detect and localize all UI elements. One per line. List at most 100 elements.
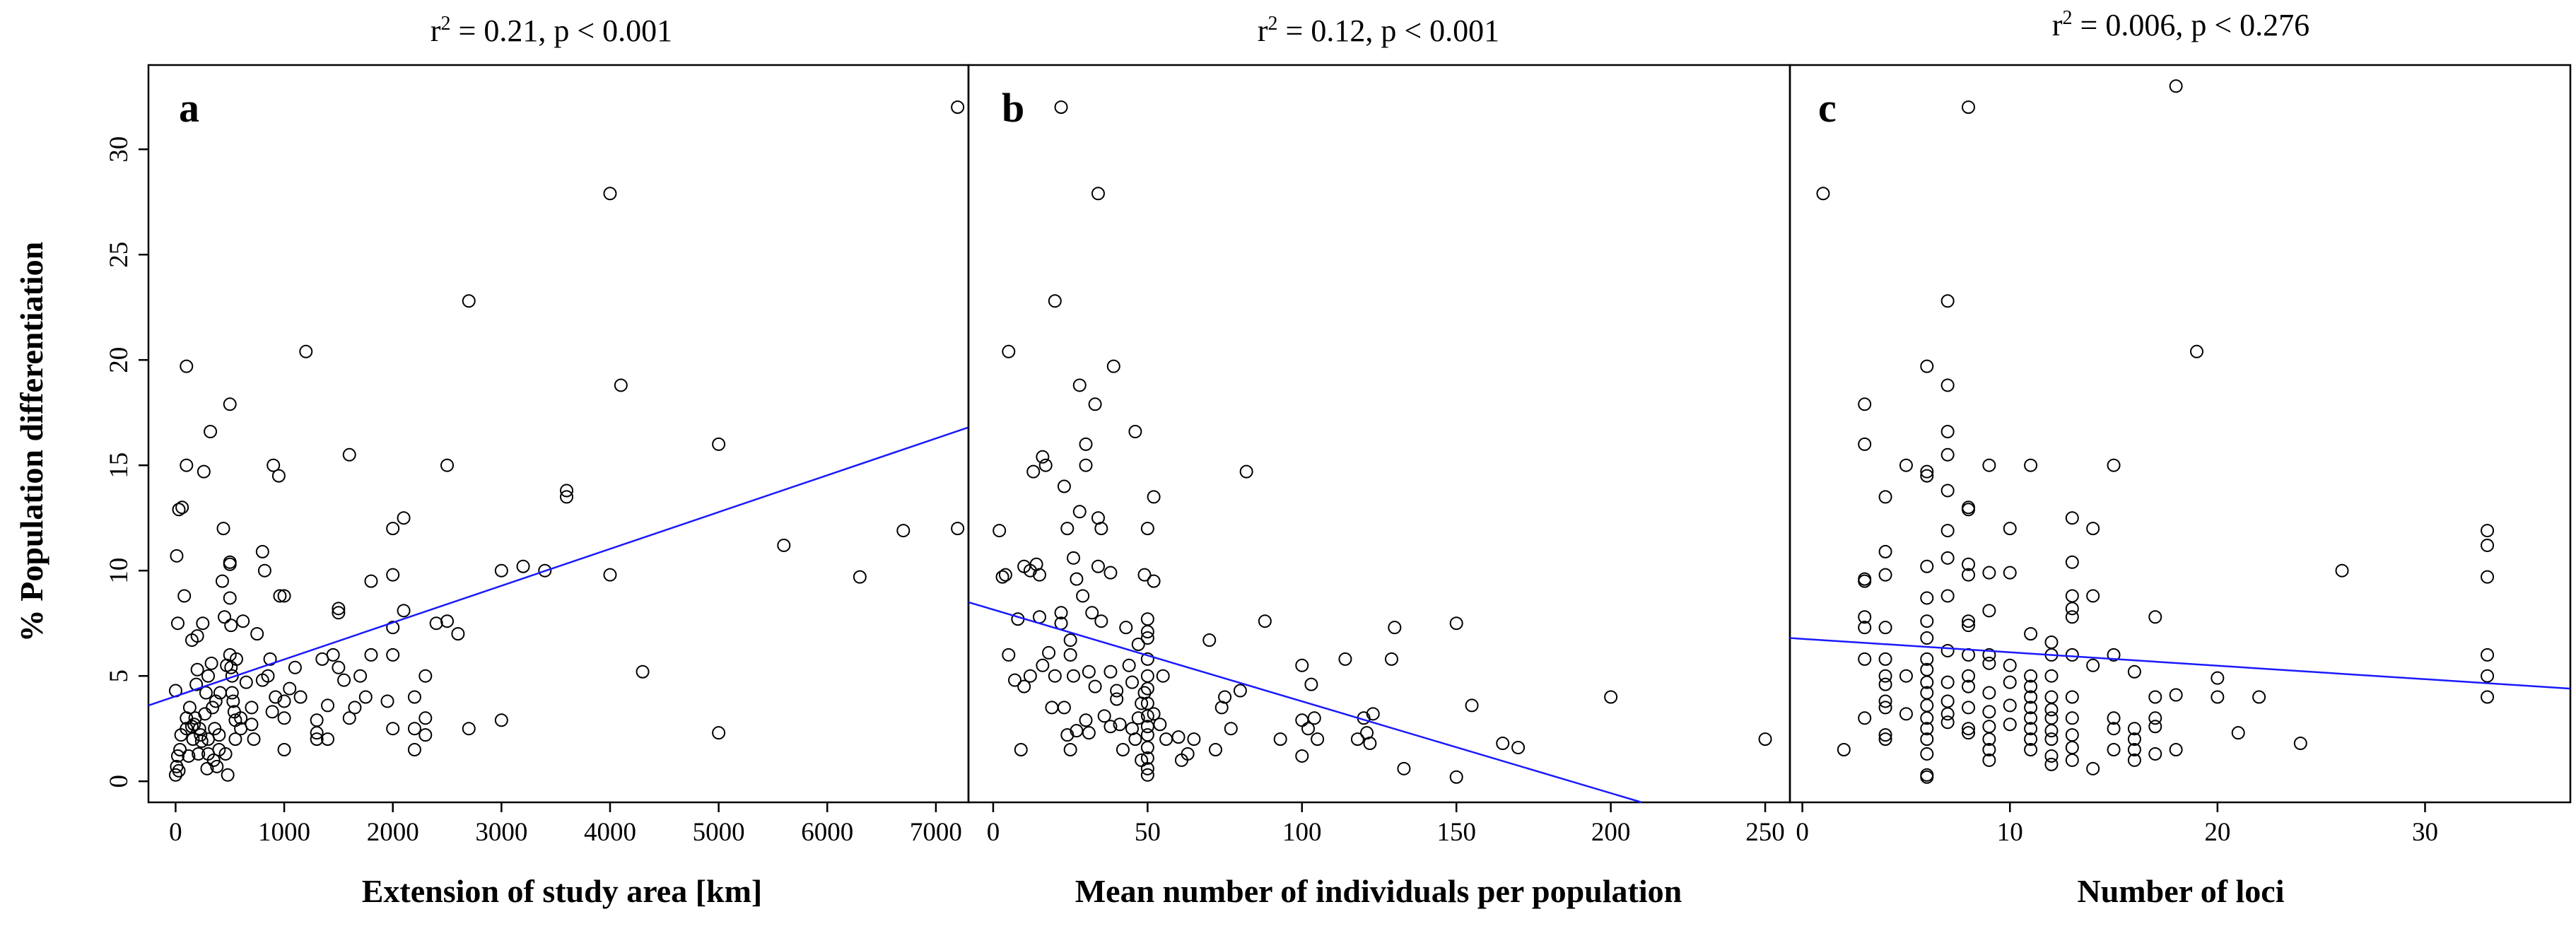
data-point-b-130	[1758, 732, 1772, 746]
data-point-c-119	[2086, 761, 2100, 775]
data-point-a-4	[173, 743, 187, 756]
data-point-b-113	[1307, 711, 1321, 725]
data-point-a-56	[223, 557, 237, 571]
data-point-c-81	[2003, 658, 2017, 672]
data-point-b-20	[1045, 701, 1059, 715]
data-point-b-9	[1017, 679, 1031, 693]
data-point-b-23	[1054, 100, 1068, 115]
data-point-a-34	[200, 761, 214, 775]
data-point-c-30	[1920, 631, 1934, 645]
data-point-a-104	[337, 673, 351, 687]
data-point-b-106	[1258, 614, 1272, 628]
data-point-a-114	[386, 568, 400, 582]
data-point-c-104	[2044, 757, 2059, 771]
data-point-c-114	[2065, 741, 2079, 755]
data-point-b-42	[1079, 713, 1093, 727]
data-point-a-45	[212, 743, 226, 756]
data-point-a-107	[348, 701, 362, 715]
data-point-c-130	[2148, 610, 2162, 624]
x-tick-label-b-200: 200	[1591, 818, 1631, 847]
data-point-c-128	[2127, 743, 2141, 756]
data-point-a-87	[277, 694, 291, 708]
data-point-a-49	[216, 522, 230, 536]
data-point-c-109	[2065, 610, 2079, 624]
data-point-a-59	[223, 648, 237, 662]
x-tick-label-a-5000: 5000	[693, 818, 745, 847]
data-point-c-132	[2148, 711, 2162, 725]
data-point-c-63	[1962, 669, 1976, 683]
points-b	[993, 100, 1772, 784]
data-point-a-109	[358, 690, 373, 704]
data-point-c-47	[1940, 524, 1955, 538]
data-point-a-127	[440, 458, 455, 472]
data-point-a-113	[386, 522, 400, 536]
data-point-c-51	[1940, 675, 1955, 689]
data-point-a-110	[364, 574, 378, 588]
data-point-c-146	[2481, 538, 2495, 552]
data-point-c-149	[2481, 669, 2495, 683]
data-point-a-71	[239, 675, 253, 689]
data-point-c-102	[2044, 732, 2059, 746]
data-point-c-27	[1920, 559, 1934, 573]
data-point-b-12	[1026, 464, 1041, 479]
y-axis-title: % Population differentiation	[13, 242, 49, 643]
x-tick-label-a-6000: 6000	[801, 818, 853, 847]
x-axis-a: 0 1000 2000 3000 4000 5000 6000 7000	[169, 802, 962, 847]
data-point-b-114	[1311, 732, 1325, 746]
data-point-a-138	[603, 187, 617, 201]
data-point-b-22	[1048, 669, 1062, 683]
data-point-a-136	[560, 484, 574, 498]
y-axis-a: 0 5 10 15 20 25 30	[105, 136, 148, 788]
data-point-b-128	[1511, 741, 1526, 755]
data-point-a-82	[267, 458, 281, 472]
data-point-c-74	[1982, 705, 1996, 719]
data-point-c-73	[1982, 686, 1996, 700]
data-point-a-143	[712, 726, 726, 740]
data-point-b-10	[1023, 669, 1037, 683]
data-point-b-94	[1159, 732, 1173, 746]
data-point-c-84	[2003, 718, 2017, 732]
data-point-c-50	[1940, 643, 1955, 657]
panel-c: r2 = 0.006, p < 0.276 c 0 10 20 30 Number o…	[1788, 7, 2572, 909]
data-point-c-79	[2003, 522, 2017, 536]
data-point-b-122	[1388, 621, 1402, 635]
data-point-c-117	[2086, 589, 2100, 603]
y-tick-label-25: 25	[105, 242, 134, 268]
data-point-b-35	[1070, 572, 1084, 586]
y-tick-label-0: 0	[105, 775, 134, 788]
points-a	[168, 100, 965, 782]
data-point-b-44	[1082, 664, 1096, 679]
data-point-c-33	[1920, 675, 1934, 689]
data-point-c-6	[1858, 610, 1872, 624]
x-tick-label-c-30: 30	[2412, 818, 2438, 847]
data-point-c-111	[2065, 690, 2079, 704]
data-point-c-69	[1982, 566, 1996, 580]
data-point-a-76	[255, 544, 269, 558]
data-point-c-113	[2065, 728, 2079, 742]
data-point-a-83	[269, 690, 283, 704]
data-point-b-26	[1057, 479, 1071, 493]
data-point-c-31	[1920, 652, 1934, 666]
data-point-a-28	[194, 728, 208, 742]
data-point-b-120	[1366, 707, 1380, 721]
data-point-a-60	[224, 660, 238, 674]
data-point-a-123	[418, 669, 433, 683]
data-point-c-3	[1858, 437, 1872, 451]
data-point-b-34	[1067, 669, 1081, 683]
data-point-c-77	[1982, 743, 1996, 756]
data-point-b-39	[1076, 589, 1090, 603]
data-point-b-89	[1147, 490, 1161, 504]
x-tick-label-b-0: 0	[987, 818, 1000, 847]
data-point-a-3	[172, 763, 186, 778]
data-point-c-25	[1920, 464, 1934, 479]
x-axis-title-a: Extension of study area [km]	[362, 873, 763, 909]
data-point-b-1	[995, 570, 1009, 584]
data-point-c-36	[1920, 711, 1934, 725]
data-point-a-91	[288, 660, 302, 674]
x-axis-b: 0 50 100 150 200 250	[987, 802, 1785, 847]
data-point-c-70	[1982, 604, 1996, 618]
data-point-a-41	[206, 753, 221, 767]
data-point-a-145	[853, 570, 867, 584]
data-point-b-127	[1496, 737, 1510, 751]
data-point-a-2	[170, 749, 185, 763]
